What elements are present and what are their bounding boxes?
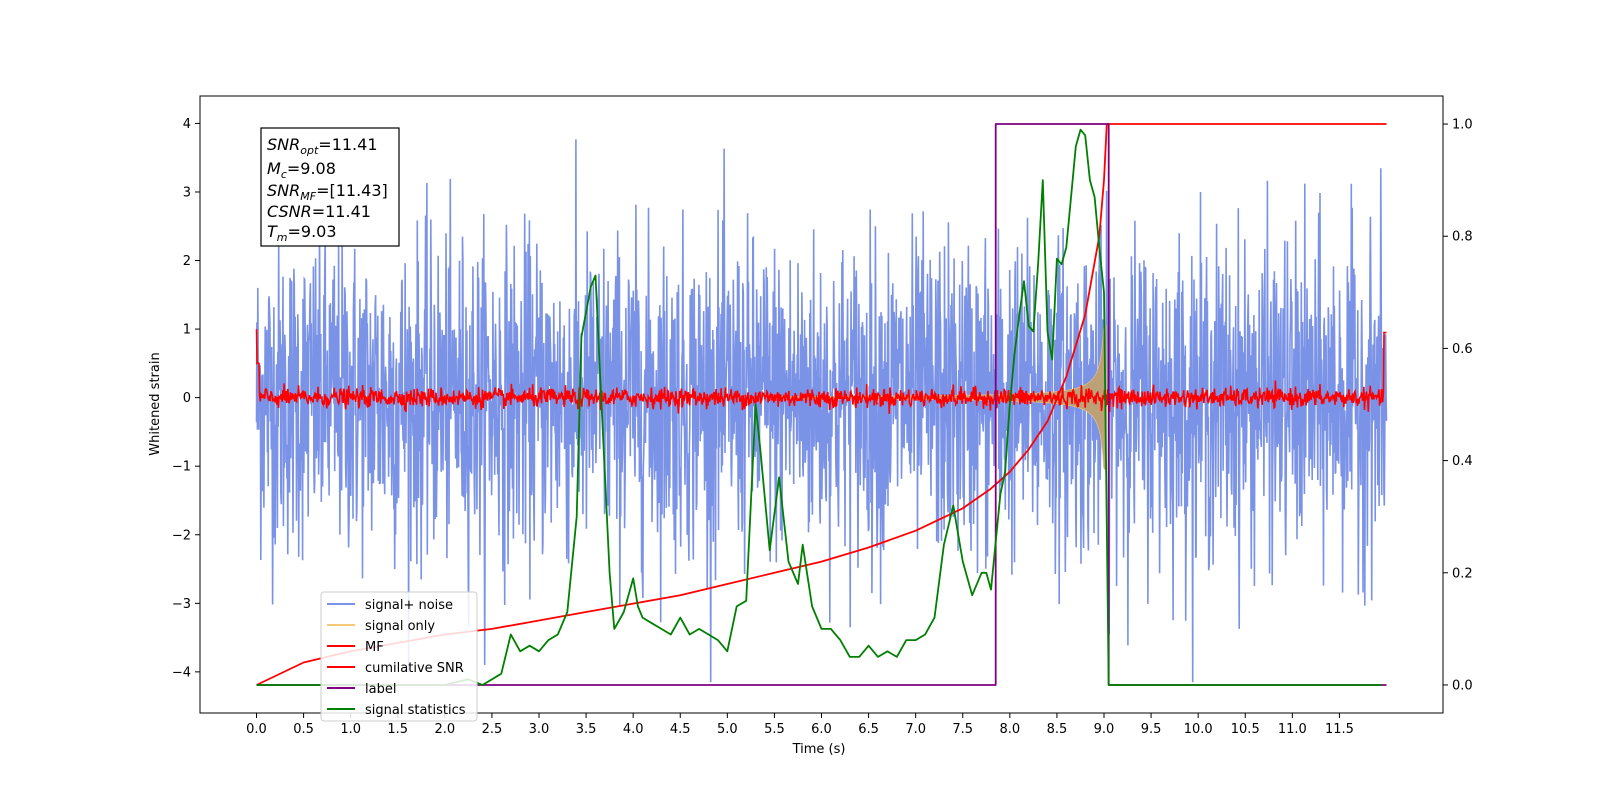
x-tick-label: 7.0 bbox=[905, 722, 926, 737]
x-tick-label: 11.0 bbox=[1278, 722, 1307, 737]
x-tick-label: 4.0 bbox=[623, 722, 644, 737]
y-right-tick-label: 1.0 bbox=[1452, 118, 1473, 133]
x-tick-label: 4.5 bbox=[670, 722, 691, 737]
x-tick-label: 7.5 bbox=[952, 722, 973, 737]
x-tick-label: 11.5 bbox=[1325, 722, 1354, 737]
legend-label-signal-statistics: signal statistics bbox=[365, 703, 466, 718]
y-right-tick-label: 0.4 bbox=[1452, 454, 1473, 469]
y-right-tick-label: 0.2 bbox=[1452, 566, 1473, 581]
y-left-tick-label: 3 bbox=[183, 185, 191, 200]
x-tick-label: 2.0 bbox=[434, 722, 455, 737]
x-axis-label: Time (s) bbox=[792, 742, 846, 757]
stats-box: SNRopt=11.41 Mc=9.08 SNRMF=[11.43] CSNR=… bbox=[260, 127, 400, 247]
series-signal-statistics bbox=[256, 128, 1382, 686]
y-left-tick-label: 1 bbox=[183, 323, 191, 338]
stat-mc: Mc=9.08 bbox=[267, 159, 336, 181]
x-tick-label: 9.0 bbox=[1094, 722, 1115, 737]
legend-label-cumulative-snr: cumilative SNR bbox=[365, 661, 464, 676]
y-right-tick-label: 0.8 bbox=[1452, 230, 1473, 245]
y-left-tick-label: 2 bbox=[183, 254, 191, 269]
x-tick-label: 0.5 bbox=[293, 722, 314, 737]
y-right-tick-label: 0.0 bbox=[1452, 678, 1473, 693]
y-left-tick-label: −3 bbox=[172, 597, 191, 612]
x-tick-label: 0.0 bbox=[246, 722, 267, 737]
x-tick-label: 6.5 bbox=[858, 722, 879, 737]
y-right-tick-label: 0.6 bbox=[1452, 342, 1473, 357]
x-axis: 0.0 0.5 1.0 1.5 2.0 2.5 3.0 3.5 4.0 4.5 5.0 5.5 6.0 6… bbox=[246, 713, 1354, 737]
x-tick-label: 1.0 bbox=[340, 722, 361, 737]
y-left-tick-label: 4 bbox=[183, 117, 191, 132]
stat-snr-opt: SNRopt=11.41 bbox=[267, 135, 378, 157]
stat-snr-mf: SNRMF=[11.43] bbox=[267, 181, 388, 203]
y-axis-label: Whitened strain bbox=[148, 352, 163, 455]
y-left-tick-label: −2 bbox=[172, 528, 191, 543]
x-tick-label: 6.0 bbox=[811, 722, 832, 737]
x-tick-label: 10.5 bbox=[1231, 722, 1260, 737]
stats-box-frame bbox=[260, 127, 400, 247]
x-tick-label: 9.5 bbox=[1141, 722, 1162, 737]
legend-label-mf: MF bbox=[365, 640, 384, 655]
y-axis-left: 4 3 2 1 0 −1 −2 −3 −4 bbox=[172, 117, 200, 680]
x-tick-label: 1.5 bbox=[387, 722, 408, 737]
legend: signal+ noise signal only MF cumilative … bbox=[320, 591, 478, 722]
x-tick-label: 3.5 bbox=[576, 722, 597, 737]
x-tick-label: 8.5 bbox=[1047, 722, 1068, 737]
y-left-tick-label: −1 bbox=[172, 460, 191, 475]
legend-label-signal-noise: signal+ noise bbox=[365, 598, 453, 613]
legend-frame bbox=[320, 591, 478, 722]
legend-label-signal-only: signal only bbox=[365, 619, 435, 634]
y-left-tick-label: −4 bbox=[172, 665, 191, 680]
y-left-tick-label: 0 bbox=[183, 391, 191, 406]
legend-label-label: label bbox=[365, 682, 396, 697]
x-tick-label: 3.0 bbox=[529, 722, 550, 737]
x-tick-label: 10.0 bbox=[1184, 722, 1213, 737]
series-mf bbox=[255, 329, 1387, 414]
series-signal-noise bbox=[255, 139, 1388, 683]
x-tick-label: 5.0 bbox=[717, 722, 738, 737]
stat-csnr: CSNR=11.41 bbox=[267, 202, 371, 221]
x-tick-label: 8.0 bbox=[999, 722, 1020, 737]
stat-tm: Tm=9.03 bbox=[267, 222, 337, 244]
x-tick-label: 5.5 bbox=[764, 722, 785, 737]
y-axis-right: 1.0 0.8 0.6 0.4 0.2 0.0 bbox=[1443, 118, 1473, 693]
x-tick-label: 2.5 bbox=[482, 722, 503, 737]
